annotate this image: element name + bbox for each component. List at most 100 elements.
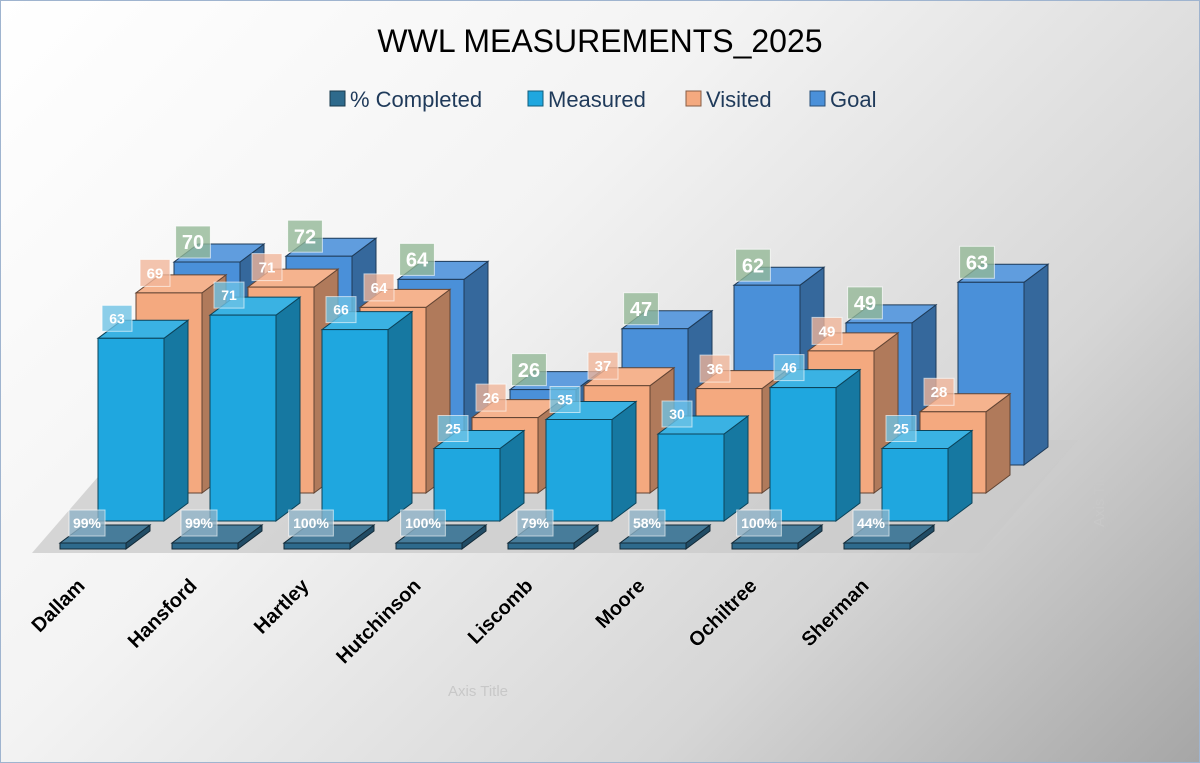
data-label-box (363, 273, 395, 302)
data-label-text: 72 (294, 226, 316, 248)
data-label-text: 26 (483, 390, 500, 407)
data-label-text: 44% (857, 515, 886, 531)
data-label-visited: 64 (363, 273, 395, 302)
bar-front (283, 542, 351, 550)
y-axis-title: Axis Title (1091, 467, 1108, 527)
bar-side (611, 400, 637, 522)
data-label-text: 64 (371, 280, 388, 297)
bar-front (97, 337, 165, 522)
data-label-box (735, 248, 771, 282)
bar-front (59, 542, 127, 550)
bar-measured-ochiltree (768, 368, 862, 522)
data-label-measured: 66 (325, 296, 357, 324)
data-label-text: 35 (557, 392, 573, 408)
data-label-completed: 100% (400, 509, 446, 537)
bar-measured-hutchinson (432, 429, 526, 522)
data-label-text: 63 (109, 310, 125, 326)
bar-front (171, 542, 239, 550)
data-label-visited: 49 (811, 316, 843, 345)
data-label-text: 71 (259, 260, 276, 277)
data-label-text: 69 (147, 265, 164, 282)
data-label-box (399, 242, 435, 276)
category-label: Ochiltree (685, 575, 762, 652)
data-label-text: 30 (669, 406, 685, 422)
chart-title: WWL MEASUREMENTS_2025 (377, 23, 822, 59)
bar-side (163, 319, 189, 522)
data-label-box (288, 509, 334, 537)
data-label-text: 64 (406, 250, 429, 272)
data-label-text: 79% (521, 515, 550, 531)
data-label-goal: 63 (959, 245, 995, 279)
data-label-visited: 69 (139, 258, 171, 287)
bar-front (769, 387, 837, 522)
data-label-box (68, 509, 106, 537)
data-label-text: 46 (781, 360, 797, 376)
legend-label: Measured (548, 87, 646, 112)
category-label: Dallam (28, 575, 90, 637)
data-label-box (852, 509, 890, 537)
bar-front (209, 314, 277, 522)
data-label-box (811, 316, 843, 345)
data-label-box (628, 509, 666, 537)
data-label-box (885, 415, 917, 442)
x-axis-title: Axis Title (448, 683, 508, 700)
legend-swatch (685, 90, 702, 107)
data-label-measured: 46 (773, 354, 805, 382)
legend-swatch (329, 90, 346, 107)
data-label-box (699, 354, 731, 383)
legend-label: Visited (706, 87, 772, 112)
data-label-text: 99% (185, 515, 214, 531)
legend-label: % Completed (350, 87, 482, 112)
data-label-visited: 26 (475, 383, 507, 412)
bar-front (507, 542, 575, 550)
category-axis: Dallam Hansford Hartley Hutchinson Liscomb Mo… (27, 574, 874, 669)
bar-side (275, 296, 301, 522)
data-label-box (587, 351, 619, 380)
bar-measured-sherman (880, 429, 974, 522)
data-label-text: 49 (819, 323, 836, 340)
data-label-box (661, 400, 693, 428)
data-label-box (213, 281, 245, 309)
data-label-visited: 28 (923, 377, 955, 406)
data-label-visited: 37 (587, 351, 619, 380)
bar-side (835, 368, 861, 522)
data-label-text: 37 (595, 358, 612, 375)
bar-side (387, 310, 413, 522)
data-label-text: 28 (931, 384, 948, 401)
data-label-box (139, 258, 171, 287)
data-label-box (101, 304, 133, 332)
data-label-text: 63 (966, 253, 988, 275)
category-label: Hartley (250, 574, 314, 638)
category-label: Hutchinson (332, 575, 425, 668)
legend-item: Measured (527, 87, 646, 112)
data-label-goal: 49 (847, 286, 883, 320)
data-label-text: 71 (221, 287, 237, 303)
bar-front (881, 448, 949, 522)
category-label: Sherman (797, 575, 873, 651)
data-label-text: 49 (854, 293, 876, 315)
bar-front (731, 542, 799, 550)
data-label-box (847, 286, 883, 320)
data-label-measured: 71 (213, 281, 245, 309)
bar-front (545, 419, 613, 522)
data-label-text: 99% (73, 515, 102, 531)
data-label-box (549, 386, 581, 413)
bar-measured-liscomb (544, 400, 638, 522)
legend-item: Visited (685, 87, 772, 112)
legend-swatch (809, 90, 826, 107)
data-label-box (516, 509, 554, 537)
data-label-completed: 58% (628, 509, 666, 537)
data-label-completed: 44% (852, 509, 890, 537)
data-label-box (437, 415, 469, 442)
data-label-box (287, 219, 323, 253)
data-label-box (511, 353, 547, 387)
legend-label: Goal (830, 87, 876, 112)
legend-item: Goal (809, 87, 876, 112)
data-label-box (180, 509, 218, 537)
data-label-visited: 36 (699, 354, 731, 383)
data-label-goal: 26 (511, 353, 547, 387)
data-label-text: 47 (630, 299, 652, 321)
category-label: Hansford (124, 575, 202, 653)
data-label-box (325, 296, 357, 324)
